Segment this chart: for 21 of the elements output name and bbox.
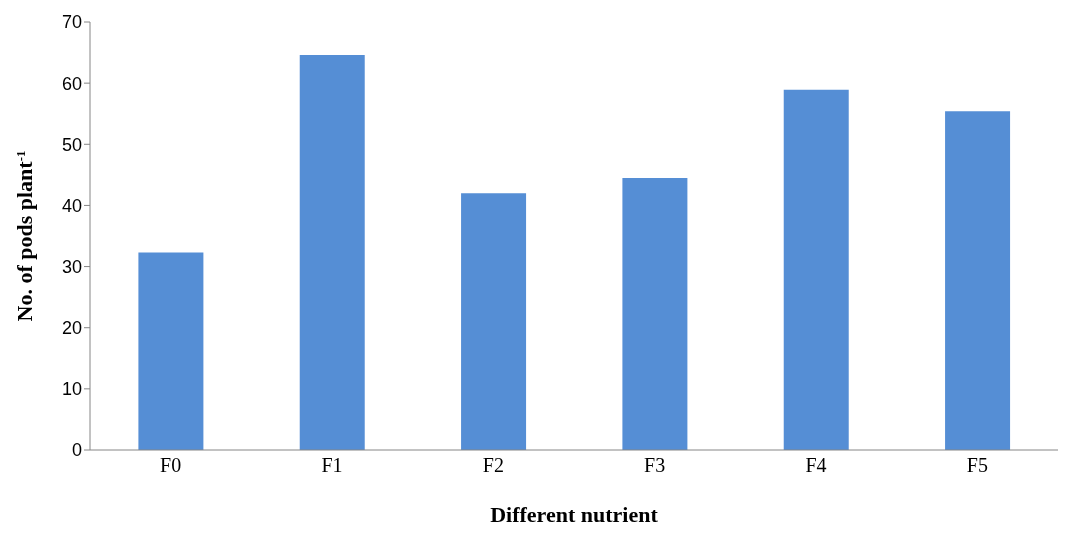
y-tick-label: 0 bbox=[71, 440, 82, 461]
bar bbox=[783, 89, 849, 450]
bar bbox=[461, 193, 527, 450]
x-axis-title: Different nutrient bbox=[490, 502, 659, 527]
y-tick-label: 10 bbox=[61, 379, 82, 400]
x-tick-label: F3 bbox=[644, 454, 666, 477]
bar bbox=[945, 111, 1011, 450]
x-tick-label: F5 bbox=[966, 454, 988, 477]
y-tick-label: 40 bbox=[61, 195, 82, 216]
bar bbox=[622, 177, 688, 450]
y-tick-label: 50 bbox=[61, 134, 82, 155]
bar bbox=[138, 252, 204, 450]
x-tick-label: F1 bbox=[321, 454, 343, 477]
x-tick-label: F0 bbox=[160, 454, 182, 477]
y-tick-label: 60 bbox=[61, 73, 82, 94]
bar bbox=[299, 55, 365, 450]
x-tick-label: F4 bbox=[805, 454, 827, 477]
y-tick-label: 30 bbox=[61, 256, 82, 277]
x-tick-label: F2 bbox=[482, 454, 504, 477]
y-tick-label: 70 bbox=[61, 12, 82, 33]
y-tick-label: 20 bbox=[61, 318, 82, 339]
